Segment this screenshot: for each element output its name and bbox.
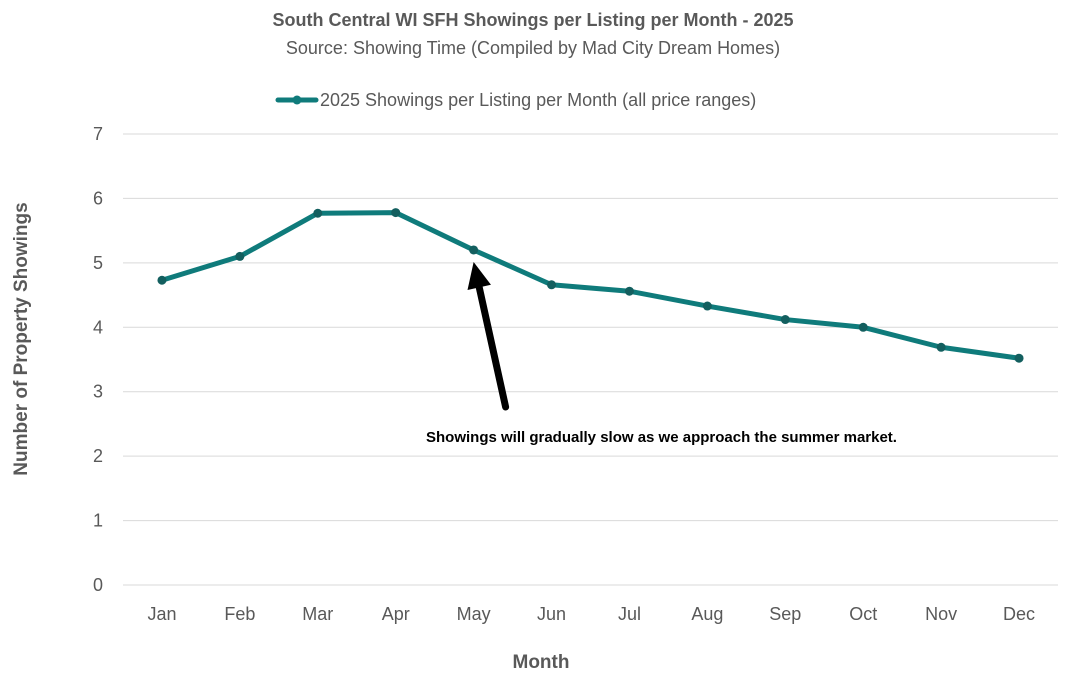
data-point-aug bbox=[702, 301, 712, 311]
data-point-feb bbox=[235, 251, 245, 261]
data-point-sep bbox=[780, 315, 790, 325]
series-line bbox=[157, 208, 1024, 363]
x-tick-label: Jul bbox=[618, 604, 641, 624]
data-point-mar bbox=[313, 208, 323, 218]
x-tick-label: Feb bbox=[224, 604, 255, 624]
y-tick-label: 6 bbox=[93, 188, 103, 208]
x-tick-label: May bbox=[457, 604, 491, 624]
arrow-shaft bbox=[475, 281, 510, 411]
legend-label: 2025 Showings per Listing per Month (all… bbox=[320, 90, 756, 110]
data-point-nov bbox=[936, 342, 946, 352]
data-point-may bbox=[469, 245, 479, 255]
annotation-arrow bbox=[467, 261, 510, 411]
y-tick-label: 2 bbox=[93, 446, 103, 466]
gridlines bbox=[123, 133, 1058, 586]
annotation-text: Showings will gradually slow as we appro… bbox=[426, 429, 897, 446]
y-axis-title: Number of Property Showings bbox=[11, 202, 32, 475]
legend-point-marker bbox=[292, 95, 302, 105]
data-point-oct bbox=[858, 322, 868, 332]
x-tick-label: Apr bbox=[382, 604, 410, 624]
y-tick-label: 3 bbox=[93, 382, 103, 402]
y-tick-label: 5 bbox=[93, 253, 103, 273]
x-tick-label: Mar bbox=[302, 604, 333, 624]
data-point-dec bbox=[1014, 353, 1024, 363]
x-tick-label: Aug bbox=[691, 604, 723, 624]
series-line-path bbox=[159, 210, 1022, 361]
x-tick-label: Jan bbox=[147, 604, 176, 624]
y-tick-label: 0 bbox=[93, 575, 103, 595]
legend: 2025 Showings per Listing per Month (all… bbox=[275, 90, 756, 110]
y-axis-ticks: 0 1 2 3 4 5 6 7 bbox=[93, 124, 103, 595]
y-tick-label: 1 bbox=[93, 511, 103, 531]
data-point-jan bbox=[157, 275, 167, 285]
x-tick-label: Dec bbox=[1003, 604, 1035, 624]
x-axis-title: Month bbox=[513, 652, 570, 673]
x-tick-label: Jun bbox=[537, 604, 566, 624]
arrow-head bbox=[467, 261, 491, 290]
x-tick-label: Oct bbox=[849, 604, 877, 624]
data-point-jul bbox=[624, 286, 634, 296]
data-point-jun bbox=[547, 280, 557, 290]
data-point-apr bbox=[391, 208, 401, 218]
x-tick-label: Nov bbox=[925, 604, 957, 624]
chart-title: South Central WI SFH Showings per Listin… bbox=[272, 10, 793, 30]
y-tick-label: 4 bbox=[93, 317, 103, 337]
x-axis-ticks: Jan Feb Mar Apr May Jun Jul Aug Sep Oct Nov Dec bbox=[147, 604, 1035, 624]
x-tick-label: Sep bbox=[769, 604, 801, 624]
y-tick-label: 7 bbox=[93, 124, 103, 144]
chart-subtitle: Source: Showing Time (Compiled by Mad Ci… bbox=[286, 38, 780, 58]
